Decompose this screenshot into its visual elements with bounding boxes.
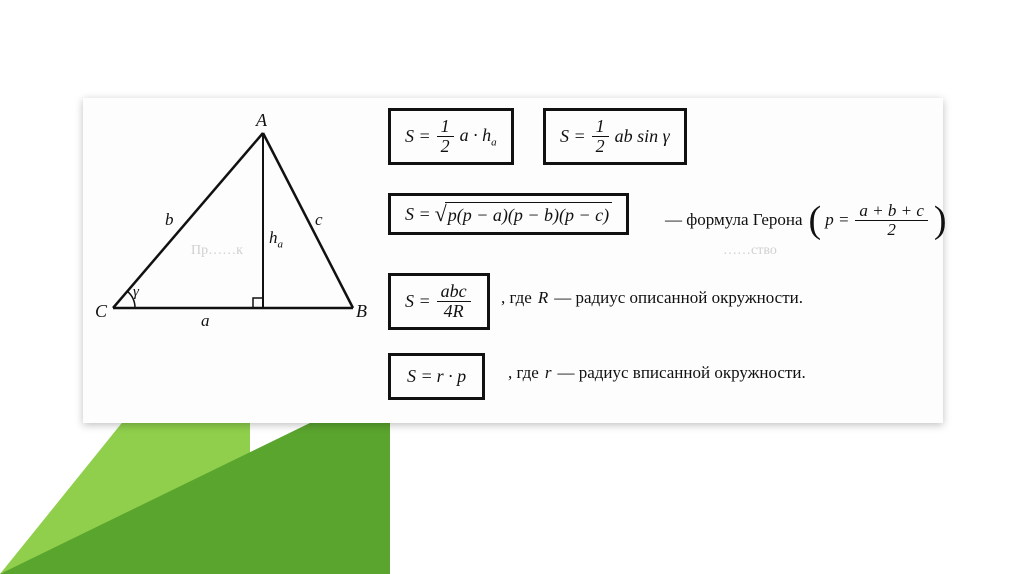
- aha-text: a · h: [460, 125, 492, 145]
- p-eq: p =: [825, 210, 849, 230]
- formula-box-inradius: S = r · p: [388, 353, 485, 400]
- formula-box-circumradius: S = abc 4R: [388, 273, 490, 330]
- aha-sub: a: [491, 136, 497, 148]
- vertex-B: B: [356, 301, 367, 322]
- formula-box-absin: S = 1 2 ab sin γ: [543, 108, 687, 165]
- rp-body: r · p: [437, 366, 467, 387]
- frac-den: 2: [592, 137, 609, 156]
- side-b: b: [165, 210, 174, 230]
- ghost-text: ……ство: [723, 243, 777, 259]
- close-paren: ): [934, 205, 947, 235]
- a-dot-h: a · ha: [460, 125, 497, 149]
- height-sub: a: [278, 238, 284, 250]
- S-eq: S =: [560, 126, 586, 147]
- R-var: R: [538, 288, 548, 308]
- heron-annotation: — формула Герона ( p = a + b + c 2 ): [665, 202, 947, 239]
- formula-circumradius: S = abc 4R: [405, 282, 473, 321]
- frac-half-2: 1 2: [592, 117, 609, 156]
- inradius-annotation: , где r — радиус вписанной окружности.: [508, 363, 806, 383]
- formula-heron: S = √ p(p − a)(p − b)(p − c): [405, 202, 612, 226]
- formula-box-heron: S = √ p(p − a)(p − b)(p − c): [388, 193, 629, 235]
- panel-inner: Пр……к ……ство A B C: [83, 98, 943, 423]
- side-c: c: [315, 210, 323, 230]
- formula-box-half-a-ha: S = 1 2 a · ha: [388, 108, 514, 165]
- r-suffix: — радиус вписанной окружности.: [557, 363, 805, 383]
- abc-frac: abc 4R: [437, 282, 471, 321]
- R-prefix: , где: [501, 288, 532, 308]
- abc-den: 4R: [440, 302, 468, 321]
- frac-half-1: 1 2: [437, 117, 454, 156]
- absin-text: ab sin γ: [615, 126, 670, 147]
- r-var: r: [545, 363, 552, 383]
- p-num: a + b + c: [855, 202, 928, 221]
- frac-den: 2: [437, 137, 454, 156]
- p-definition: ( p = a + b + c 2 ): [809, 202, 947, 239]
- sqrt: √ p(p − a)(p − b)(p − c): [435, 202, 612, 226]
- frac-num: 1: [437, 117, 454, 137]
- S-eq: S =: [405, 204, 431, 225]
- triangle-svg: [93, 118, 373, 348]
- slide-root: Пр……к ……ство A B C: [0, 0, 1024, 574]
- height-h: h: [269, 228, 278, 247]
- frac-num: 1: [592, 117, 609, 137]
- S-eq: S =: [405, 291, 431, 312]
- r-prefix: , где: [508, 363, 539, 383]
- p-den: 2: [883, 221, 900, 239]
- circumradius-annotation: , где R — радиус описанной окружности.: [501, 288, 803, 308]
- open-paren: (: [809, 205, 822, 235]
- content-panel: Пр……к ……ство A B C: [83, 98, 943, 423]
- side-a: a: [201, 311, 210, 331]
- formula-half-a-ha: S = 1 2 a · ha: [405, 117, 497, 156]
- formula-absin: S = 1 2 ab sin γ: [560, 117, 670, 156]
- vertex-C: C: [95, 301, 107, 322]
- abc-num: abc: [437, 282, 471, 302]
- S-eq: S =: [405, 126, 431, 147]
- angle-gamma: γ: [133, 284, 139, 301]
- S-eq: S =: [407, 366, 433, 387]
- p-frac: a + b + c 2: [855, 202, 928, 239]
- height-label: ha: [269, 228, 283, 250]
- vertex-A: A: [256, 110, 267, 131]
- heron-body: p(p − a)(p − b)(p − c): [445, 202, 612, 226]
- heron-annot-text: — формула Герона: [665, 210, 803, 230]
- R-suffix: — радиус описанной окружности.: [554, 288, 803, 308]
- triangle-diagram: A B C b c a ha γ: [93, 118, 373, 348]
- formula-inradius: S = r · p: [407, 366, 466, 387]
